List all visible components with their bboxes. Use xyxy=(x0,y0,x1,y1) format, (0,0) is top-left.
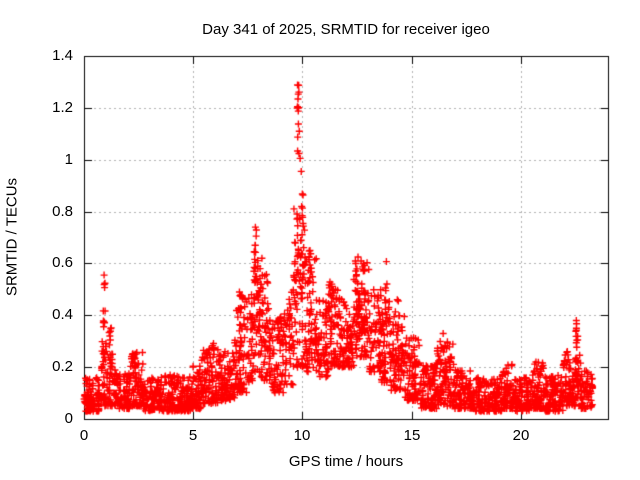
y-tick-label-1.4: 1.4 xyxy=(52,47,73,64)
chart-title: Day 341 of 2025, SRMTID for receiver ige… xyxy=(202,21,490,38)
y-tick-label-0.4: 0.4 xyxy=(52,306,73,323)
x-tick-label-10: 10 xyxy=(293,427,311,444)
y-tick-label-0.2: 0.2 xyxy=(52,358,73,375)
y-tick-label-1.2: 1.2 xyxy=(52,99,73,116)
x-tick-label-20: 20 xyxy=(512,427,530,444)
x-axis-title: GPS time / hours xyxy=(288,453,404,470)
y-tick-label-0.8: 0.8 xyxy=(52,203,73,220)
y-tick-label-0: 0 xyxy=(64,410,73,427)
y-axis-title: SRMTID / TECUs xyxy=(3,177,21,297)
plot-area xyxy=(84,56,608,419)
y-tick-label-1: 1 xyxy=(64,151,73,168)
x-tick-label-15: 15 xyxy=(403,427,421,444)
x-tick-label-0: 0 xyxy=(79,427,89,444)
x-tick-label-5: 5 xyxy=(188,427,198,444)
y-tick-label-0.6: 0.6 xyxy=(52,254,73,271)
